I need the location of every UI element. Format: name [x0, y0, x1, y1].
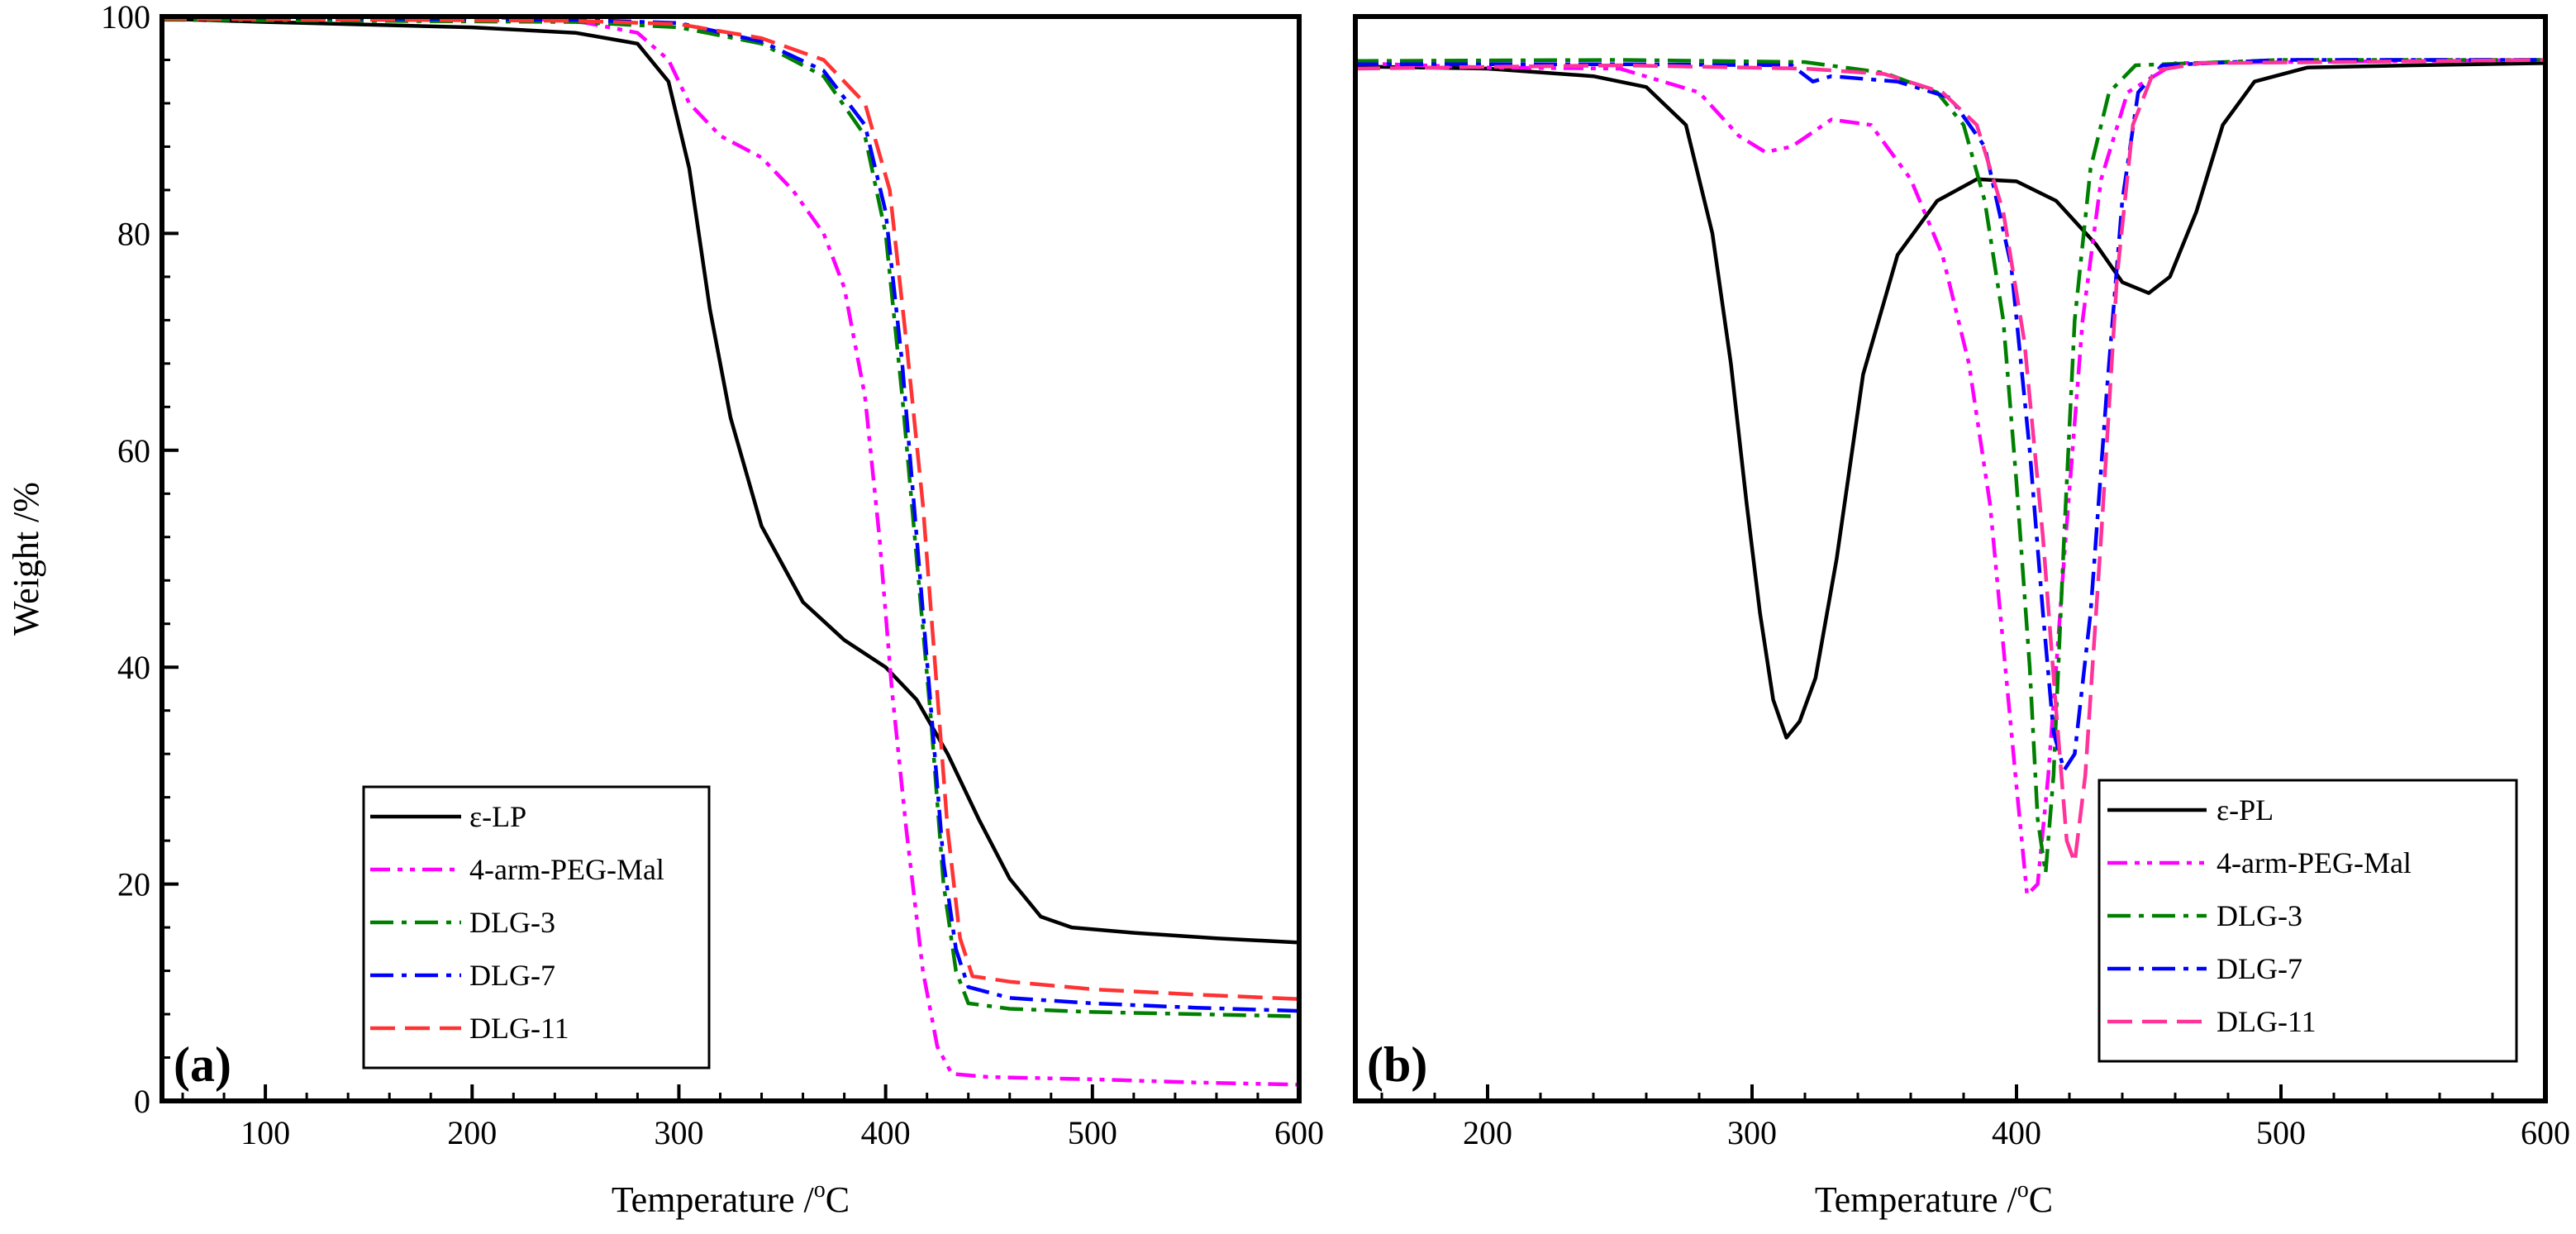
- panel-b-frame: [1353, 14, 2548, 1103]
- panel-b-series-line-3: [1355, 58, 2545, 875]
- panel-b-x-tick-label: 200: [1463, 1114, 1512, 1151]
- panel-b: 200 300 400 500 600 Temperature /oC (b) ε-PL…: [1353, 14, 2570, 1220]
- panel-b-legend-label: DLG-7: [2217, 952, 2302, 985]
- panel-b-x-tick-label: 500: [2256, 1114, 2306, 1151]
- panel-a-legend-label: ε-LP: [469, 800, 526, 833]
- panel-a-x-tick-label: 100: [240, 1114, 290, 1151]
- panel-b-x-tick-label: 400: [1992, 1114, 2041, 1151]
- panel-b-legend-label: ε-PL: [2217, 793, 2274, 827]
- panel-a-legend-label: DLG-3: [469, 906, 555, 939]
- panel-b-ticks: 200 300 400 500 600: [1380, 1084, 2570, 1151]
- panel-a-legend-label: DLG-11: [469, 1012, 569, 1045]
- panel-a-x-tick-label: 500: [1068, 1114, 1117, 1151]
- panel-a-series-line-2: [162, 14, 1300, 1087]
- panel-a-series-line-3: [161, 17, 1300, 1018]
- panel-a-x-axis-label-unit: C: [826, 1179, 850, 1220]
- panel-b-legend-box: [2097, 779, 2518, 1063]
- panel-b-legend-label: 4-arm-PEG-Mal: [2217, 846, 2412, 879]
- panel-b-x-tick-label: 300: [1727, 1114, 1777, 1151]
- panel-a-y-tick-label: 0: [134, 1083, 150, 1120]
- panel-b-legend-label: DLG-3: [2217, 899, 2302, 932]
- panel-a-y-axis-label: Weight /%: [6, 482, 46, 636]
- panel-a-legend-label: DLG-7: [469, 959, 555, 992]
- panel-a-y-tick-label: 20: [117, 866, 150, 903]
- panel-a-legend-box: [362, 785, 711, 1070]
- panel-a-ticks: 100 200 300 400 500 600 0 20 40 60 80 100: [101, 0, 1324, 1151]
- panel-b-series-line-5: [1355, 58, 2546, 865]
- panel-a-frame: [160, 14, 1302, 1103]
- panel-a-y-tick-label: 100: [101, 0, 150, 36]
- panel-a-series: [161, 14, 1300, 1087]
- panel-a-x-axis-label-degree: o: [814, 1177, 826, 1203]
- panel-b-label: (b): [1367, 1037, 1427, 1092]
- panel-b-x-tick-label: 600: [2521, 1114, 2570, 1151]
- panel-a-x-axis-label: Temperature /oC: [612, 1177, 850, 1220]
- panel-a-series-line-5: [161, 17, 1300, 1001]
- panel-b-series-line-2: [1355, 58, 2546, 897]
- panel-a-x-axis-label-text: Temperature /: [612, 1179, 815, 1220]
- panel-a-x-tick-label: 600: [1274, 1114, 1324, 1151]
- panel-a-y-tick-label: 60: [117, 432, 150, 469]
- panel-b-legend-label: DLG-11: [2217, 1005, 2316, 1038]
- panel-a-x-tick-label: 300: [654, 1114, 703, 1151]
- panel-b-x-axis-label-degree: o: [2017, 1177, 2029, 1203]
- panel-a: 100 200 300 400 500 600 0 20 40 60 80 100 Weight /%…: [6, 0, 1324, 1220]
- panel-b-x-axis-label-text: Temperature /: [1815, 1179, 2018, 1220]
- panel-a-label: (a): [174, 1037, 231, 1092]
- panel-a-y-tick-label: 80: [117, 215, 150, 252]
- panel-b-series-line-1: [1355, 61, 2546, 740]
- panel-a-x-tick-label: 400: [861, 1114, 911, 1151]
- panel-a-x-tick-label: 200: [447, 1114, 497, 1151]
- panel-a-y-tick-label: 40: [117, 649, 150, 686]
- panel-b-x-axis-label: Temperature /oC: [1815, 1177, 2053, 1220]
- panel-b-legend: ε-PL 4-arm-PEG-Mal DLG-3 DLG-7 DLG-11: [2097, 779, 2518, 1063]
- panel-b-x-axis-label-unit: C: [2029, 1179, 2053, 1220]
- panel-a-series-line-4: [161, 14, 1300, 1013]
- panel-a-legend-label: 4-arm-PEG-Mal: [469, 853, 664, 886]
- panel-b-series-line-4: [1355, 58, 2545, 773]
- panel-a-series-line-1: [161, 17, 1300, 945]
- panel-a-legend: ε-LP 4-arm-PEG-Mal DLG-3 DLG-7 DLG-11: [362, 785, 711, 1070]
- panel-b-series: [1355, 58, 2546, 897]
